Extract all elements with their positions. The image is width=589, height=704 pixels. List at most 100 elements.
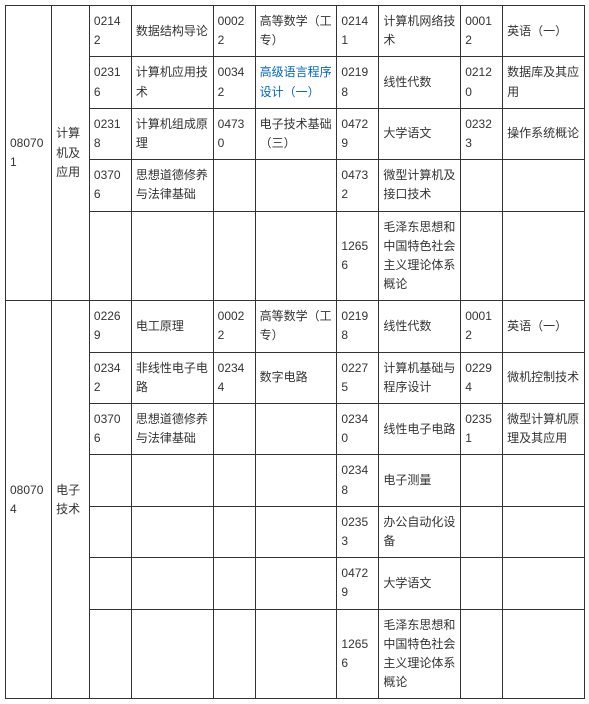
table-row: 03706思想道德修养与法律基础 02340线性电子电路02351微型计算机原理及… <box>6 404 585 455</box>
table-cell: 02323 <box>461 108 503 159</box>
table-cell: 02198 <box>337 57 379 108</box>
table-cell: 思想道德修养与法律基础 <box>131 404 213 455</box>
table-cell <box>255 160 337 211</box>
table-cell: 02269 <box>89 301 131 352</box>
table-cell <box>461 506 503 557</box>
table-cell <box>503 609 585 699</box>
course-link[interactable]: 高级语言程序设计（一） <box>260 65 332 98</box>
table-cell: 大学语文 <box>379 558 461 609</box>
table-cell <box>213 160 255 211</box>
table-cell <box>503 160 585 211</box>
table-cell <box>255 455 337 506</box>
table-cell: 04730 <box>213 108 255 159</box>
table-cell <box>255 506 337 557</box>
table-cell <box>255 404 337 455</box>
table-cell: 02142 <box>89 6 131 57</box>
table-cell <box>89 558 131 609</box>
table-cell: 02351 <box>461 404 503 455</box>
table-cell <box>461 609 503 699</box>
table-cell: 02120 <box>461 57 503 108</box>
table-cell: 03706 <box>89 160 131 211</box>
table-cell: 数据库及其应用 <box>503 57 585 108</box>
table-cell: 02353 <box>337 506 379 557</box>
table-row: 02348电子测量 <box>6 455 585 506</box>
table-cell: 02141 <box>337 6 379 57</box>
table-row: 03706思想道德修养与法律基础 04732微型计算机及接口技术 <box>6 160 585 211</box>
table-cell: 计算机网络技术 <box>379 6 461 57</box>
major-code: 080704 <box>6 301 52 699</box>
table-cell: 04732 <box>337 160 379 211</box>
table-cell <box>131 455 213 506</box>
table-cell <box>503 506 585 557</box>
table-cell: 思想道德修养与法律基础 <box>131 160 213 211</box>
table-row: 02342非线性电子电路02344数字电路02275计算机基础与程序设计0229… <box>6 352 585 403</box>
table-cell <box>213 558 255 609</box>
table-cell: 微型计算机原理及其应用 <box>503 404 585 455</box>
table-cell: 00022 <box>213 6 255 57</box>
table-row: 12656毛泽东思想和中国特色社会主义理论体系概论 <box>6 211 585 301</box>
table-cell: 办公自动化设备 <box>379 506 461 557</box>
table-cell: 12656 <box>337 211 379 301</box>
table-cell: 12656 <box>337 609 379 699</box>
table-cell: 02340 <box>337 404 379 455</box>
table-cell <box>255 609 337 699</box>
table-cell: 数据结构导论 <box>131 6 213 57</box>
table-cell <box>213 404 255 455</box>
table-row: 02318计算机组成原理04730电子技术基础（三）04729大学语文02323… <box>6 108 585 159</box>
table-cell: 数字电路 <box>255 352 337 403</box>
table-cell <box>131 609 213 699</box>
table-cell <box>89 506 131 557</box>
table-cell: 02275 <box>337 352 379 403</box>
table-cell: 高等数学（工专） <box>255 6 337 57</box>
table-cell: 操作系统概论 <box>503 108 585 159</box>
table-row: 04729大学语文 <box>6 558 585 609</box>
table-cell: 电子技术基础（三） <box>255 108 337 159</box>
major-name: 计算机及应用 <box>52 6 90 301</box>
table-cell: 00012 <box>461 301 503 352</box>
table-cell <box>89 455 131 506</box>
major-code: 080701 <box>6 6 52 301</box>
table-cell <box>255 558 337 609</box>
table-cell: 电子测量 <box>379 455 461 506</box>
table-cell <box>131 211 213 301</box>
table-cell <box>461 558 503 609</box>
table-cell: 微型计算机及接口技术 <box>379 160 461 211</box>
table-cell <box>503 558 585 609</box>
table-row: 080701计算机及应用02142数据结构导论00022高等数学（工专）0214… <box>6 6 585 57</box>
table-cell: 00022 <box>213 301 255 352</box>
table-cell <box>89 211 131 301</box>
table-cell: 02342 <box>89 352 131 403</box>
table-cell: 大学语文 <box>379 108 461 159</box>
table-cell <box>213 455 255 506</box>
table-cell: 非线性电子电路 <box>131 352 213 403</box>
major-name: 电子技术 <box>52 301 90 699</box>
table-cell: 线性代数 <box>379 57 461 108</box>
table-cell <box>255 211 337 301</box>
table-cell: 03706 <box>89 404 131 455</box>
table-cell: 微机控制技术 <box>503 352 585 403</box>
table-cell: 00012 <box>461 6 503 57</box>
course-schedule-table: 080701计算机及应用02142数据结构导论00022高等数学（工专）0214… <box>5 5 585 699</box>
table-cell: 02294 <box>461 352 503 403</box>
table-cell: 英语（一） <box>503 6 585 57</box>
table-cell: 02318 <box>89 108 131 159</box>
table-cell: 毛泽东思想和中国特色社会主义理论体系概论 <box>379 211 461 301</box>
table-cell: 线性电子电路 <box>379 404 461 455</box>
table-cell: 高级语言程序设计（一） <box>255 57 337 108</box>
table-cell: 04729 <box>337 108 379 159</box>
table-cell <box>213 609 255 699</box>
table-cell <box>503 455 585 506</box>
table-cell <box>461 160 503 211</box>
table-cell: 02198 <box>337 301 379 352</box>
table-cell: 电工原理 <box>131 301 213 352</box>
table-cell: 英语（一） <box>503 301 585 352</box>
table-cell: 计算机应用技术 <box>131 57 213 108</box>
table-cell: 02344 <box>213 352 255 403</box>
table-cell: 计算机组成原理 <box>131 108 213 159</box>
table-cell <box>131 558 213 609</box>
table-row: 02353办公自动化设备 <box>6 506 585 557</box>
table-cell <box>213 211 255 301</box>
table-cell: 02348 <box>337 455 379 506</box>
table-cell: 毛泽东思想和中国特色社会主义理论体系概论 <box>379 609 461 699</box>
table-cell <box>89 609 131 699</box>
